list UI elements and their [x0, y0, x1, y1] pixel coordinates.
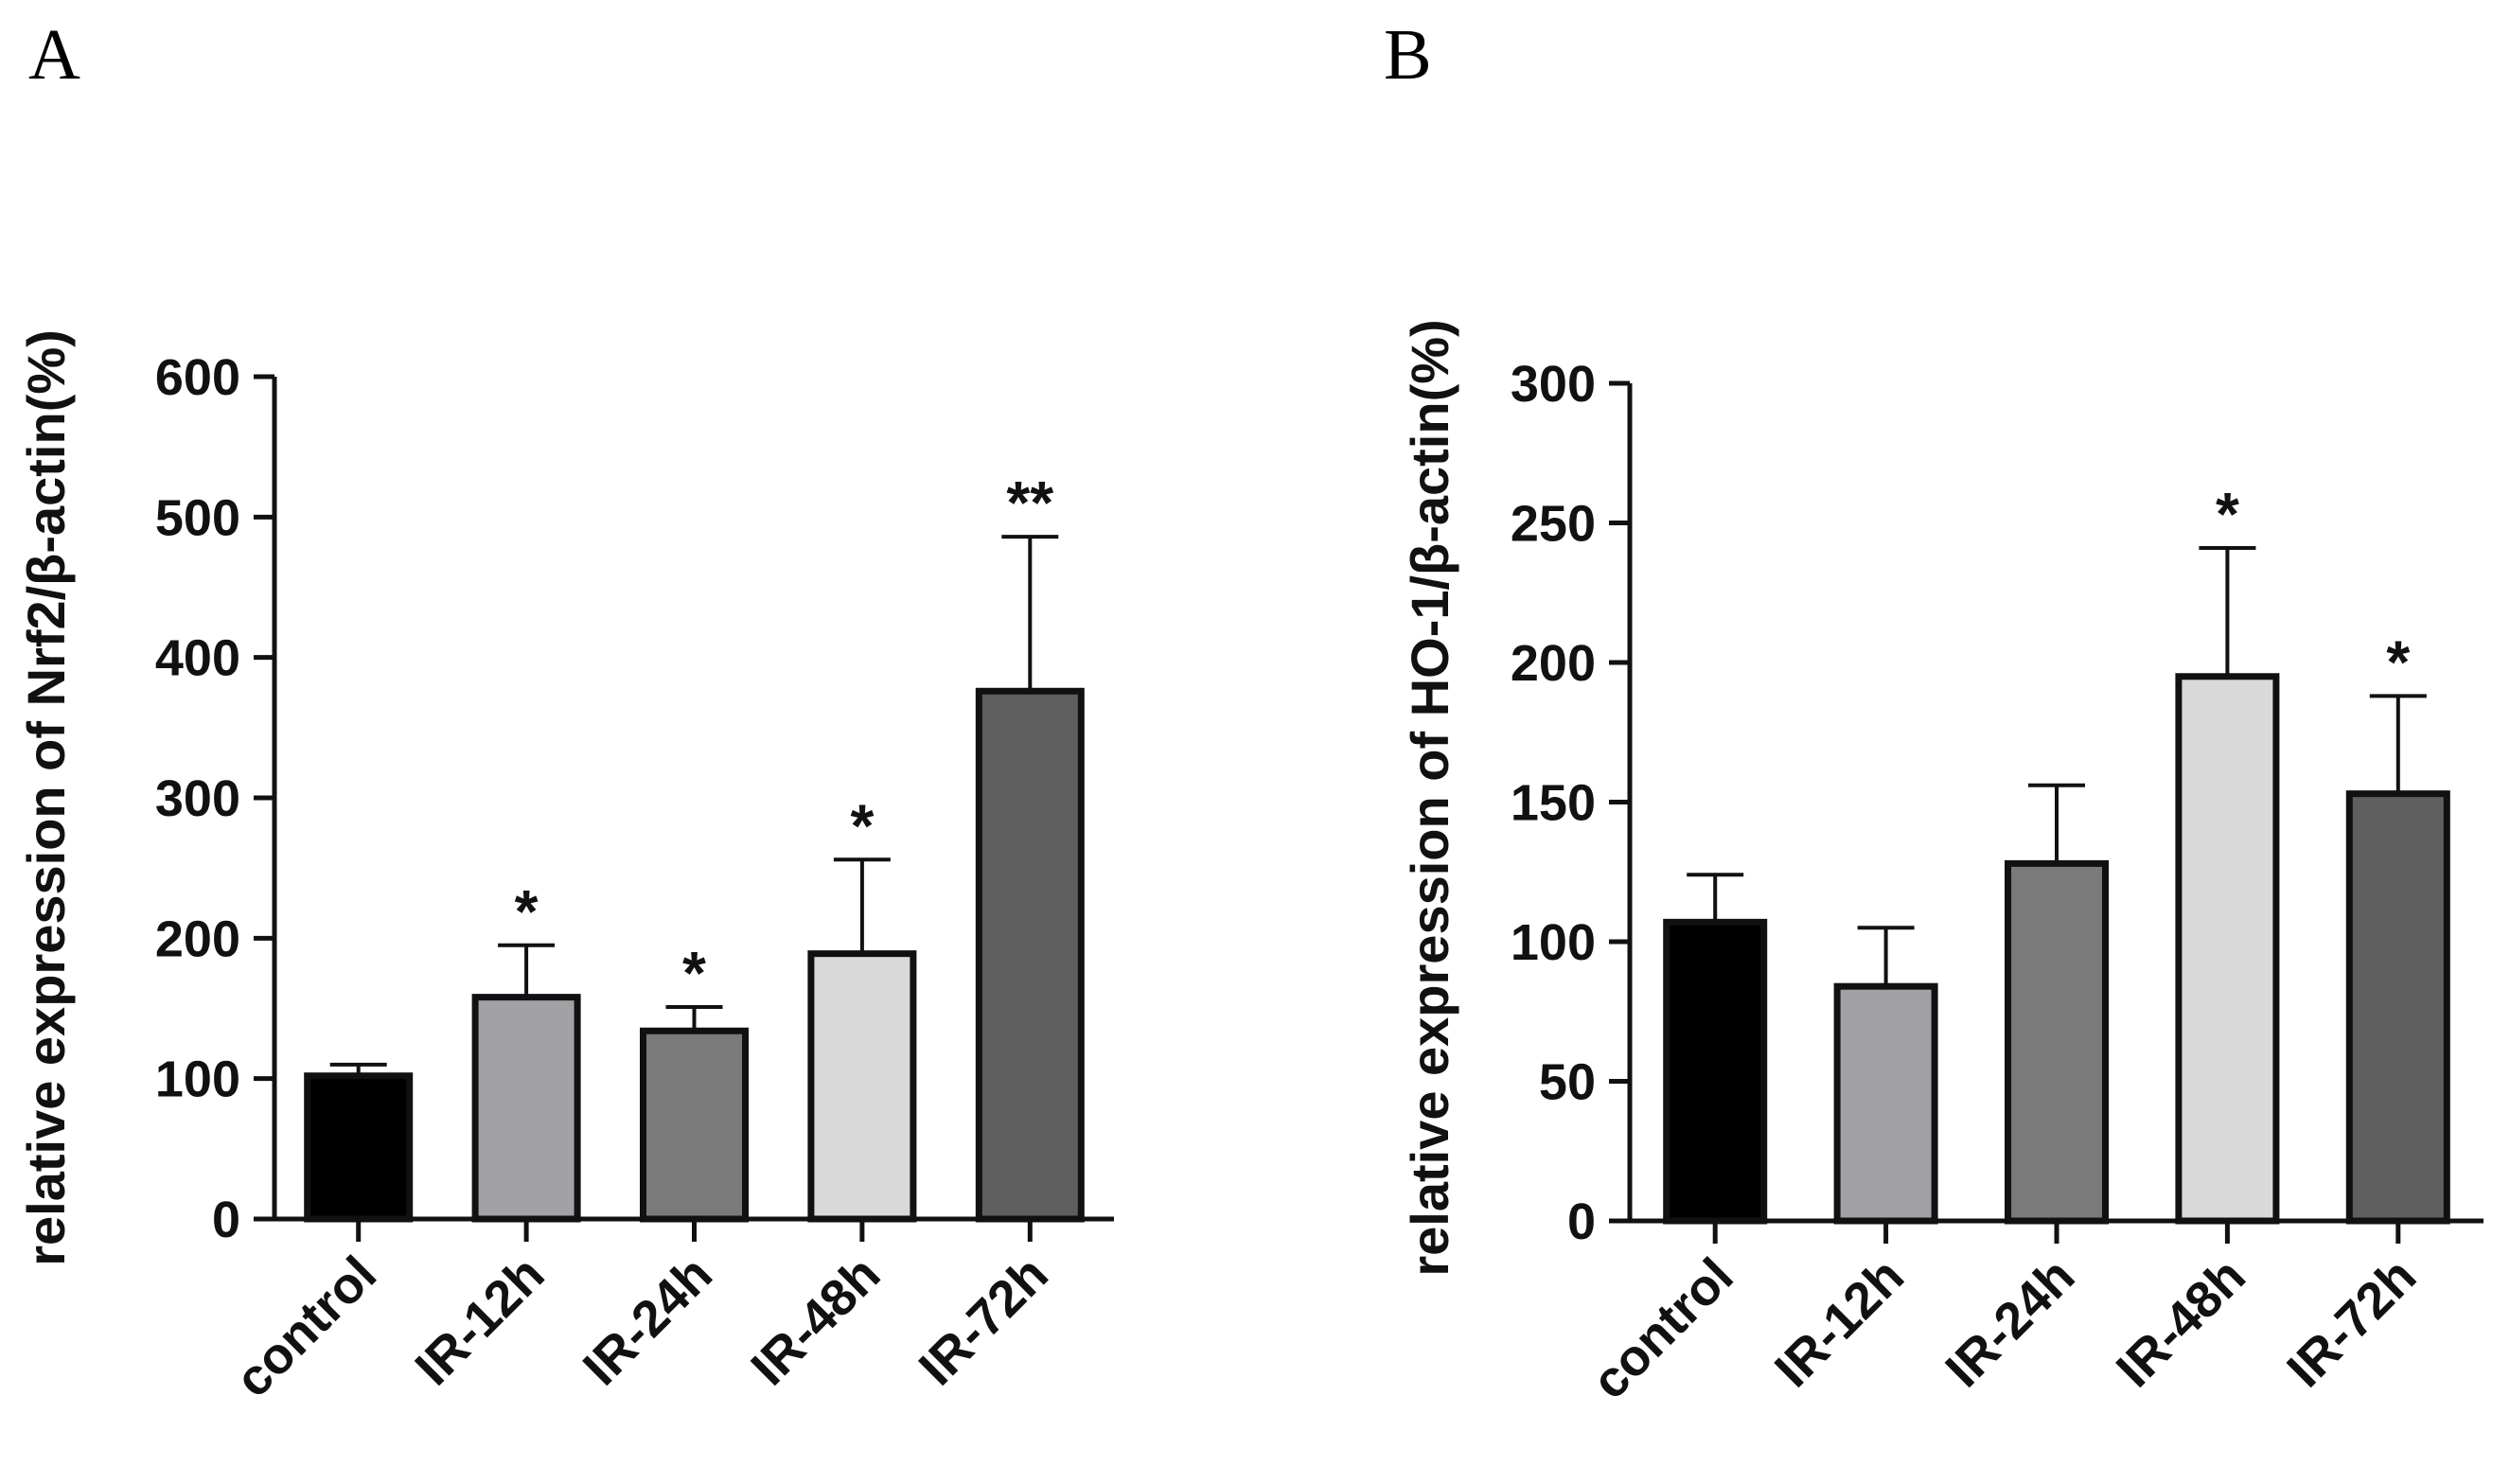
y-tick-label: 600: [155, 349, 240, 406]
y-tick-label: 300: [1511, 356, 1596, 413]
y-tick-label: 100: [1511, 914, 1596, 971]
y-tick-label: 500: [155, 489, 240, 546]
y-tick-label: 0: [1567, 1193, 1596, 1250]
x-tick-label: IR-48h: [2106, 1247, 2256, 1398]
significance-marker: *: [2216, 480, 2239, 548]
significance-marker: *: [515, 877, 539, 945]
significance-marker: *: [682, 939, 706, 1007]
y-tick-label: 400: [155, 630, 240, 687]
x-tick-label: IR-12h: [1764, 1247, 1915, 1398]
significance-marker: *: [2386, 627, 2410, 696]
x-tick-label: IR-72h: [2276, 1247, 2427, 1398]
bar-ir-48h: [2175, 673, 2280, 1225]
significance-marker: *: [850, 791, 874, 859]
bar-ir-48h: [807, 950, 917, 1223]
y-tick-label: 150: [1511, 775, 1596, 832]
y-tick-label: 300: [155, 770, 240, 827]
bar-control: [1663, 918, 1768, 1225]
panel-label-b: B: [1384, 15, 1432, 95]
y-tick-label: 200: [155, 910, 240, 967]
bar-ir-72h: [2345, 790, 2450, 1225]
y-axis-label: relative expression of HO-1/β-actin(%): [1400, 319, 1459, 1276]
y-tick-label: 200: [1511, 635, 1596, 692]
bar-ir-24h: [2005, 859, 2109, 1225]
significance-marker: **: [1006, 468, 1053, 537]
y-tick-label: 50: [1539, 1054, 1596, 1111]
y-tick-label: 250: [1511, 496, 1596, 553]
x-tick-label: control: [1582, 1247, 1744, 1410]
bar-ir-12h: [1833, 982, 1938, 1225]
panel-label-a: A: [28, 15, 80, 95]
x-tick-label: IR-24h: [1935, 1247, 2085, 1398]
y-axis-label: relative expression of Nrf2/β-actin(%): [16, 329, 76, 1266]
y-tick-label: 0: [212, 1192, 240, 1248]
y-tick-label: 100: [155, 1051, 240, 1108]
